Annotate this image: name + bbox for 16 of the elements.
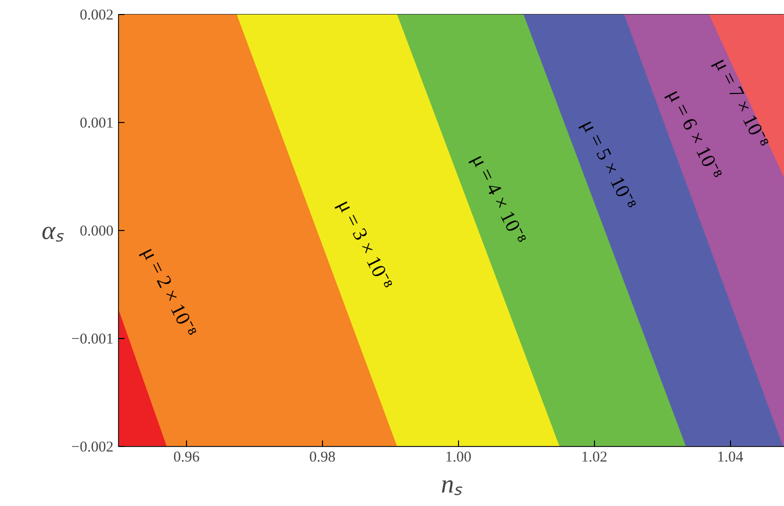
y-tick-label: 0.000 [80, 224, 114, 240]
annotation: μ = 3 × 10⁻⁸ [333, 196, 397, 294]
y-tick-label: −0.001 [71, 332, 114, 348]
x-tick-label: 0.96 [173, 450, 200, 466]
x-axis-title: nₛ [441, 470, 463, 498]
x-tick-label: 1.04 [717, 450, 744, 466]
x-tick-label: 0.98 [309, 450, 336, 466]
y-tick-label: 0.001 [80, 116, 114, 132]
y-tick-label: 0.002 [80, 8, 114, 24]
x-tick-label: 1.02 [581, 450, 608, 466]
y-tick-label: −0.002 [71, 440, 114, 456]
x-tick-label: 1.00 [445, 450, 472, 466]
annotation: μ = 4 × 10⁻⁸ [467, 150, 530, 248]
y-axis-title: αₛ [42, 216, 64, 245]
annotation: μ = 2 × 10⁻⁸ [138, 244, 201, 341]
annotation: μ = 5 × 10⁻⁸ [577, 116, 640, 214]
